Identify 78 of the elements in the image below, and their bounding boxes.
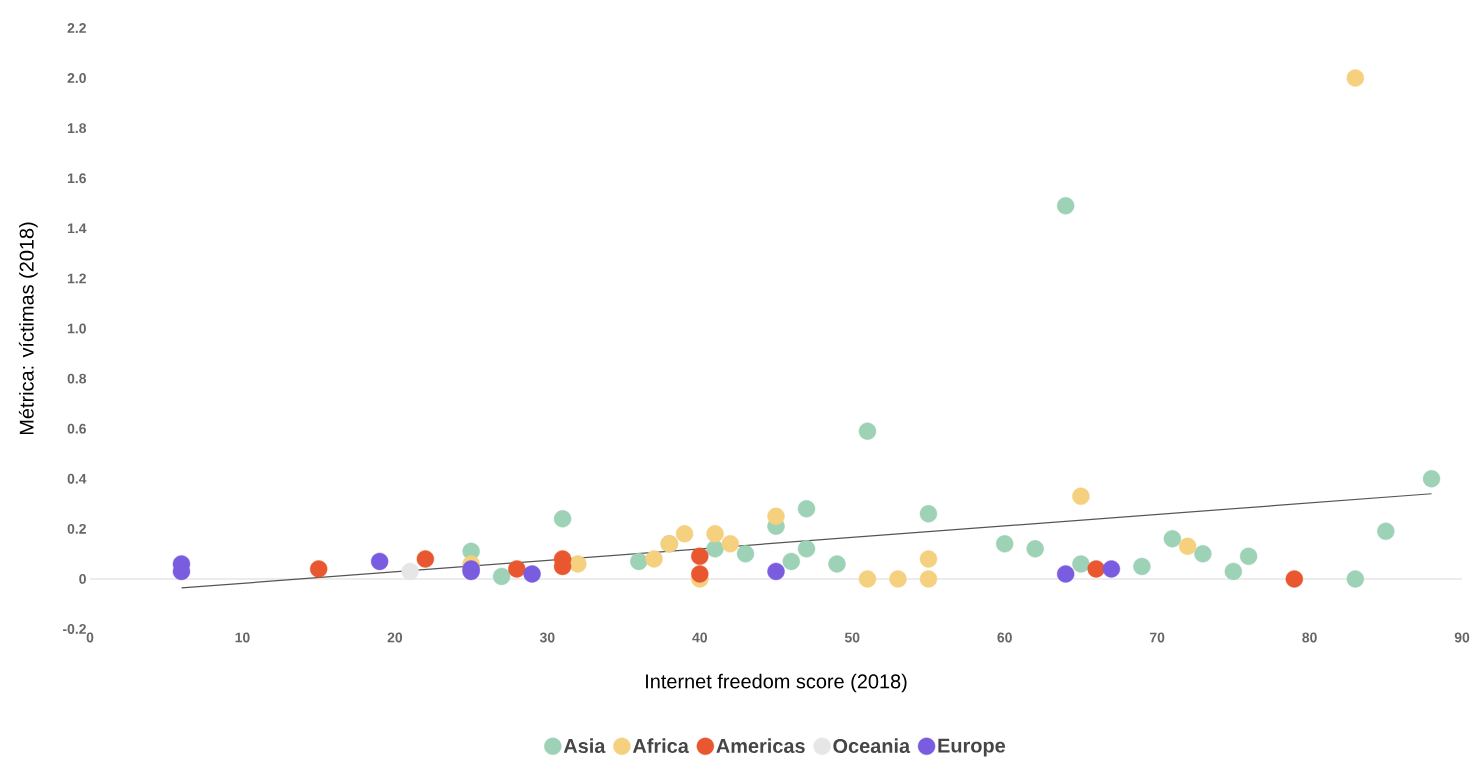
point [1194, 545, 1212, 563]
point [1163, 530, 1182, 548]
point [1026, 540, 1044, 558]
point [1178, 537, 1197, 556]
point [1072, 487, 1090, 505]
point [782, 552, 800, 571]
x-tick-label: 50 [844, 632, 860, 643]
legend-label: Europe [938, 738, 1006, 757]
x-tick-label: 0 [86, 632, 94, 643]
y-tick-label: 1.2 [67, 273, 86, 284]
x-tick-label: 90 [1454, 632, 1470, 643]
y-tick-label: 1.0 [67, 323, 86, 334]
point [1346, 69, 1365, 87]
point [1133, 557, 1151, 576]
point [401, 562, 419, 581]
point [797, 500, 816, 518]
point [919, 550, 938, 568]
point [691, 547, 709, 566]
point [508, 560, 526, 578]
y-tick-label: 0.8 [67, 373, 87, 384]
point [1087, 560, 1105, 578]
point [1224, 562, 1243, 581]
y-tick-label: 2.2 [67, 23, 86, 33]
y-tick-label: 1.6 [67, 173, 86, 184]
point [858, 570, 877, 588]
point [721, 535, 739, 553]
y-tick-label: -0.2 [62, 624, 86, 634]
point [828, 555, 846, 573]
point [1422, 470, 1441, 488]
point [1056, 565, 1075, 583]
y-tick-label: 0.4 [67, 473, 87, 484]
point [767, 507, 785, 526]
point [767, 562, 785, 581]
point [569, 555, 587, 573]
y-tick-label: 0 [79, 573, 86, 584]
point [919, 505, 938, 523]
x-tick-label: 60 [997, 632, 1012, 643]
y-tick-label: 0.6 [67, 423, 86, 434]
point [1377, 522, 1395, 541]
x-tick-label: 80 [1302, 632, 1317, 643]
y-tick-label: 0.2 [67, 523, 86, 534]
legend-label: Africa [632, 738, 689, 753]
point [919, 570, 938, 588]
point [736, 545, 755, 563]
y-axis-title: Métrica: víctimas (2018) [18, 222, 38, 435]
x-tick-label: 70 [1149, 632, 1165, 643]
point [1346, 570, 1365, 588]
y-tick-label: 1.8 [67, 123, 87, 134]
point [1285, 570, 1304, 588]
point [1072, 555, 1090, 573]
point [1102, 560, 1121, 578]
x-tick-label: 40 [692, 632, 707, 643]
legend-label: Americas [716, 738, 805, 753]
point [691, 565, 709, 583]
point [675, 525, 694, 543]
point [309, 560, 328, 578]
legend-label: Oceania [833, 738, 911, 753]
x-tick-label: 10 [235, 632, 250, 643]
point [492, 567, 511, 586]
point [370, 552, 389, 571]
point [630, 552, 648, 571]
point [797, 540, 816, 558]
x-axis-title: Internet freedom score (2018) [646, 673, 907, 693]
point [889, 570, 907, 588]
point [523, 565, 541, 583]
y-tick-label: 2.0 [67, 73, 86, 84]
x-tick-label: 20 [387, 632, 403, 643]
point [553, 510, 572, 528]
point [1239, 547, 1258, 566]
point [416, 550, 435, 568]
legend-label: Asia [563, 738, 606, 753]
x-tick-label: 30 [539, 632, 555, 643]
point [706, 525, 724, 543]
point [858, 422, 877, 440]
point [995, 535, 1014, 553]
point [645, 550, 663, 568]
point [1056, 197, 1075, 215]
y-tick-label: 1.4 [67, 223, 87, 234]
